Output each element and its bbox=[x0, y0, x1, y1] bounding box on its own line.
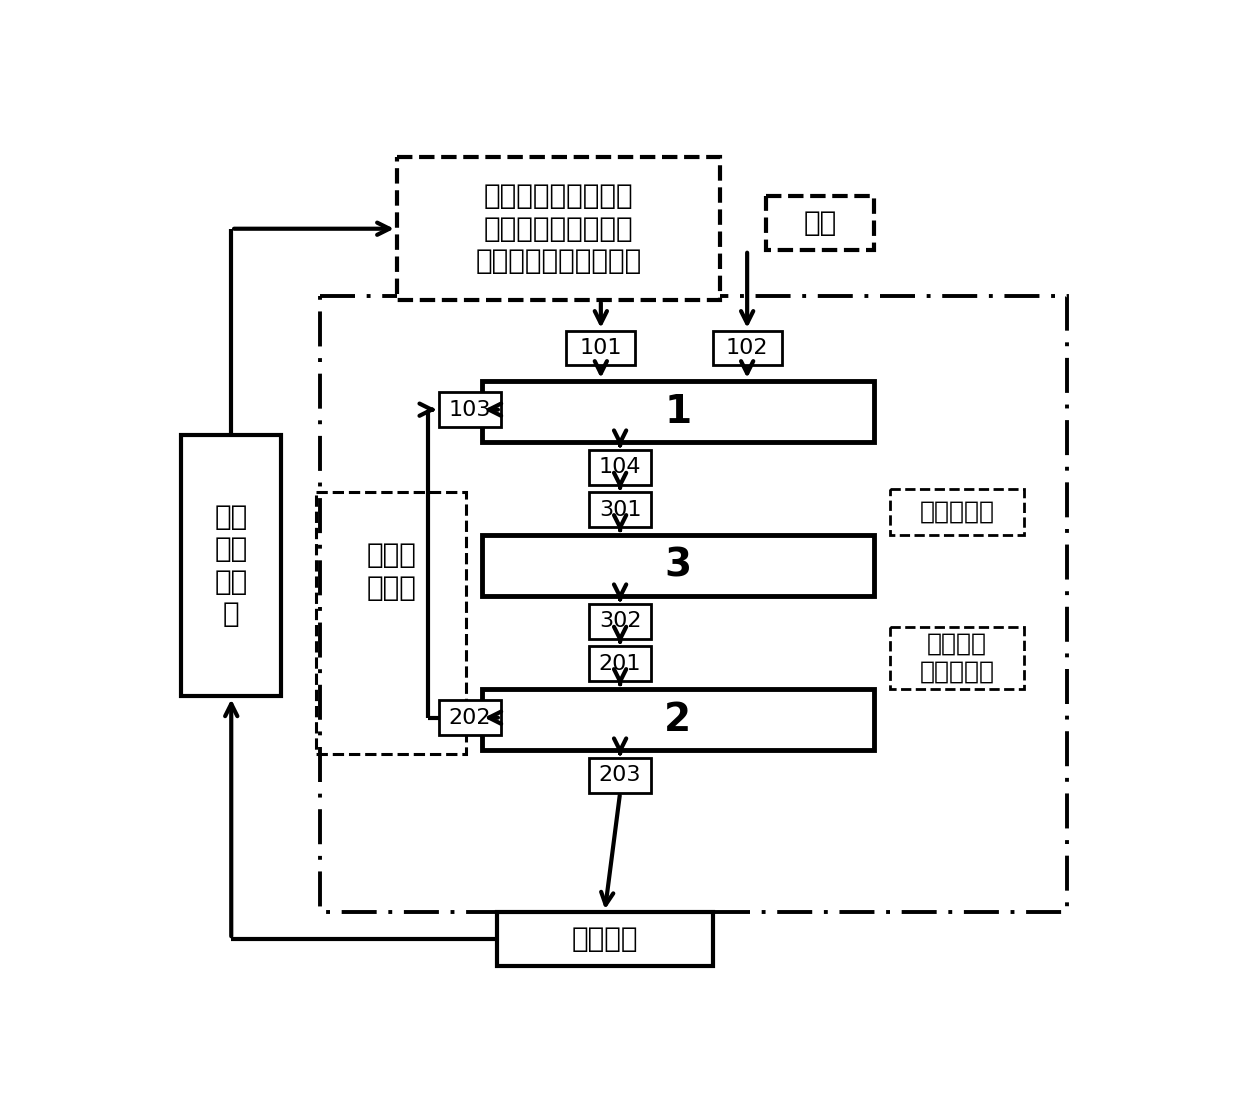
Text: 氢气: 氢气 bbox=[804, 209, 837, 237]
Text: 氯硅烷馏分: 氯硅烷馏分 bbox=[920, 500, 994, 524]
Bar bbox=[589, 758, 651, 793]
Bar bbox=[589, 604, 651, 638]
Bar bbox=[889, 488, 1024, 534]
Text: 2: 2 bbox=[665, 701, 692, 738]
Bar bbox=[481, 534, 874, 596]
Bar bbox=[181, 435, 281, 697]
Text: 103: 103 bbox=[449, 400, 491, 420]
Text: 102: 102 bbox=[725, 338, 769, 358]
Bar bbox=[589, 493, 651, 528]
Bar bbox=[589, 450, 651, 485]
Text: 203: 203 bbox=[599, 765, 641, 785]
Text: 超氢化
氯硅烷: 超氢化 氯硅烷 bbox=[367, 541, 417, 601]
Text: 302: 302 bbox=[599, 612, 641, 632]
Text: 104: 104 bbox=[599, 457, 641, 477]
Bar bbox=[439, 700, 501, 735]
Text: 202: 202 bbox=[449, 708, 491, 728]
Text: 多晶
硅沉
积步
骤: 多晶 硅沉 积步 骤 bbox=[215, 503, 248, 628]
Bar bbox=[481, 689, 874, 750]
Bar bbox=[320, 296, 1066, 912]
Bar bbox=[713, 330, 781, 365]
Bar bbox=[439, 392, 501, 427]
Text: 101: 101 bbox=[579, 338, 622, 358]
Bar bbox=[481, 381, 874, 442]
Bar bbox=[567, 330, 635, 365]
Text: 除杂后的
氯硅烷馏分: 除杂后的 氯硅烷馏分 bbox=[920, 632, 994, 684]
Bar bbox=[766, 196, 874, 250]
Bar bbox=[497, 912, 713, 965]
Text: 三氯硅烷: 三氯硅烷 bbox=[572, 925, 637, 953]
Bar bbox=[397, 158, 720, 300]
Text: 1: 1 bbox=[665, 393, 692, 430]
Bar bbox=[889, 627, 1024, 689]
Text: 3: 3 bbox=[665, 547, 692, 585]
Bar bbox=[316, 493, 466, 754]
Text: 201: 201 bbox=[599, 654, 641, 674]
Text: 301: 301 bbox=[599, 500, 641, 520]
Bar bbox=[589, 646, 651, 681]
Text: 包含四氯硅烷的物质
（内含四氯硅烷、聚
硅烷、超氢化氯硅烷）: 包含四氯硅烷的物质 （内含四氯硅烷、聚 硅烷、超氢化氯硅烷） bbox=[475, 183, 641, 276]
